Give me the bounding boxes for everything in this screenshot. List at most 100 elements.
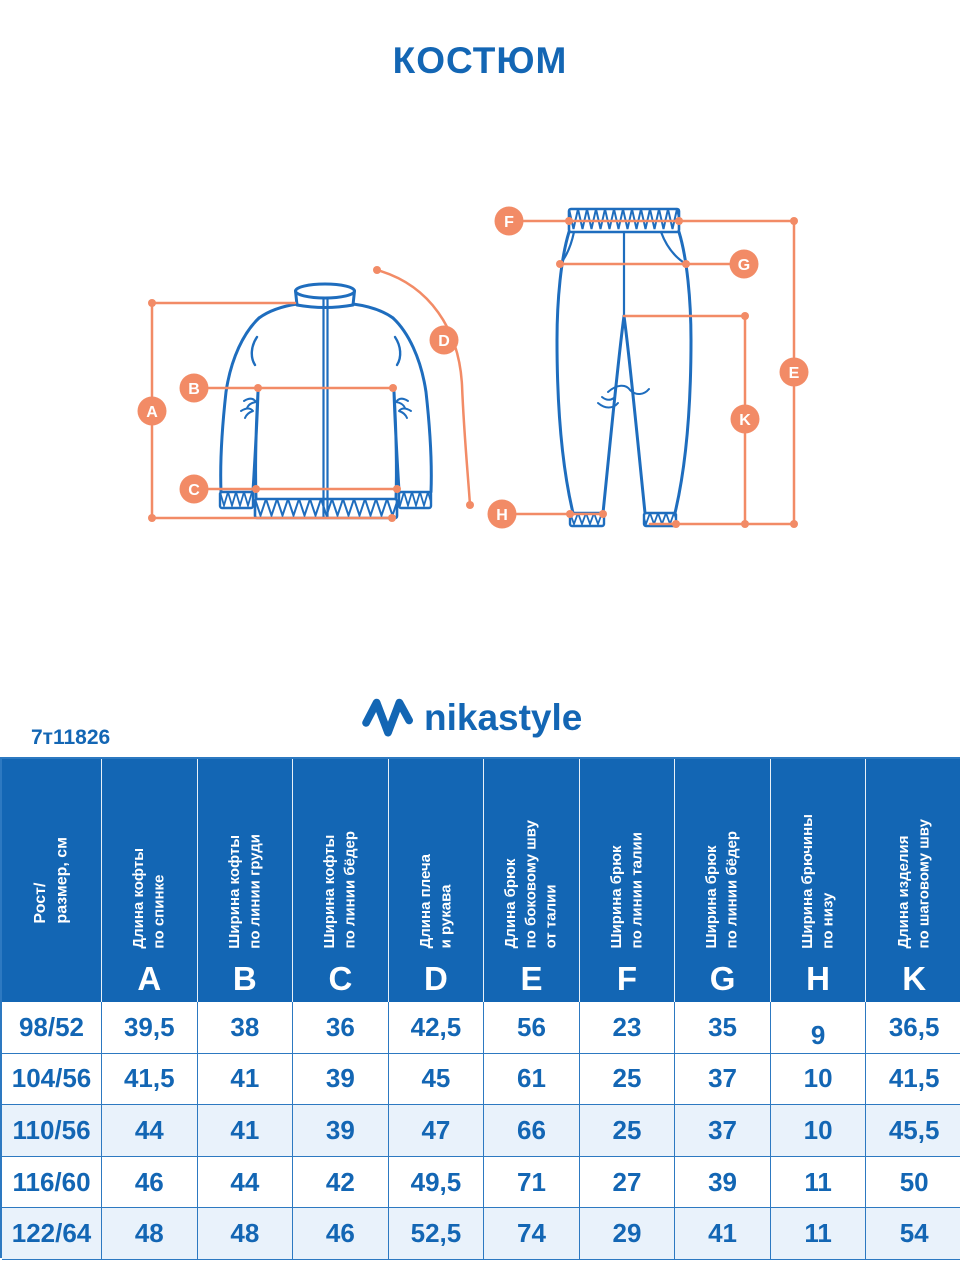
marker-d: D bbox=[429, 325, 459, 355]
cell-value: 37 bbox=[675, 1105, 771, 1157]
cell-value: 41,5 bbox=[102, 1053, 198, 1106]
marker-k: K bbox=[730, 404, 760, 434]
marker-c-label: C bbox=[188, 482, 200, 499]
measurement-dots bbox=[148, 217, 798, 528]
cell-value: 45 bbox=[388, 1053, 485, 1106]
header-col-h: Ширина брючины по низу H bbox=[770, 759, 867, 1002]
col-a-description: Длина кофты по спинке bbox=[130, 848, 168, 949]
cell-value: 42,5 bbox=[388, 1002, 485, 1054]
cell-value: 39 bbox=[293, 1053, 389, 1106]
cell-value: 61 bbox=[484, 1053, 580, 1106]
jacket-cuff-right-icon bbox=[397, 490, 433, 510]
cell-value: 29 bbox=[579, 1208, 676, 1260]
cell-value: 42 bbox=[293, 1156, 389, 1209]
measurement-lines bbox=[150, 219, 796, 526]
cell-value: 49,5 bbox=[388, 1156, 485, 1209]
cell-value: 74 bbox=[484, 1208, 580, 1260]
cell-value: 71 bbox=[484, 1156, 580, 1209]
cell-value: 45,5 bbox=[866, 1105, 960, 1157]
col-e-description: Длина брюк по боковому шву от талии bbox=[502, 820, 560, 949]
row-size: 110/56 bbox=[2, 1105, 102, 1157]
marker-k-label: K bbox=[739, 412, 751, 429]
cell-value: 27 bbox=[579, 1156, 676, 1209]
marker-c: C bbox=[179, 474, 209, 504]
header-size-label: Рост/ размер, см bbox=[31, 837, 71, 924]
header-col-g: Ширина брюк по линии бёдер G bbox=[675, 759, 771, 1002]
jacket-collar-icon bbox=[294, 282, 356, 300]
cell-value: 36,5 bbox=[866, 1002, 960, 1054]
row-size: 98/52 bbox=[2, 1002, 102, 1054]
cell-value: 41 bbox=[675, 1208, 771, 1260]
col-h-description: Ширина брючины по низу bbox=[798, 813, 837, 949]
header-col-b: Ширина кофты по линии груди B bbox=[197, 759, 294, 1002]
col-d-letter: D bbox=[423, 959, 448, 997]
brand-wordmark: nikastyle bbox=[424, 697, 583, 738]
col-b-letter: B bbox=[232, 959, 257, 997]
header-col-k: Длина изделия по шаговому шву K bbox=[866, 759, 960, 1002]
col-c-letter: C bbox=[328, 959, 353, 997]
cell-value: 39 bbox=[293, 1105, 389, 1157]
cell-value: 52,5 bbox=[388, 1208, 485, 1260]
cell-value: 50 bbox=[866, 1156, 960, 1209]
cell-value: 11 bbox=[770, 1156, 867, 1209]
col-b-description: Ширина кофты по линии груди bbox=[225, 833, 263, 949]
page-title: КОСТЮМ bbox=[392, 40, 568, 81]
cell-value: 47 bbox=[388, 1105, 485, 1157]
header-col-d: Длина плеча и рукава D bbox=[388, 759, 485, 1002]
cell-value: 66 bbox=[484, 1105, 580, 1157]
marker-e-label: E bbox=[789, 365, 800, 382]
col-f-description: Ширина брюк по линии талии bbox=[607, 832, 645, 949]
cell-value: 25 bbox=[579, 1105, 676, 1157]
col-h-letter: H bbox=[806, 959, 831, 997]
row-size: 122/64 bbox=[2, 1208, 102, 1260]
cell-value: 23 bbox=[579, 1002, 676, 1054]
cell-value: 41,5 bbox=[866, 1053, 960, 1106]
jacket-hem-icon bbox=[253, 497, 399, 520]
col-a-letter: A bbox=[137, 959, 162, 997]
jacket-zipper-icon bbox=[322, 296, 329, 520]
header-col-f: Ширина брюк по линии талии F bbox=[579, 759, 676, 1002]
marker-g-label: G bbox=[738, 257, 750, 274]
marker-a-label: A bbox=[146, 404, 158, 421]
cell-value: 44 bbox=[102, 1105, 198, 1157]
cell-value: 10 bbox=[770, 1053, 867, 1106]
col-d-description: Длина плеча и рукава bbox=[416, 854, 454, 949]
jacket-drawing bbox=[218, 282, 433, 520]
cell-value: 9 bbox=[770, 1002, 867, 1054]
cell-value: 38 bbox=[197, 1002, 294, 1054]
col-k-letter: K bbox=[902, 959, 927, 997]
cell-value: 54 bbox=[866, 1208, 960, 1260]
cell-value: 39 bbox=[675, 1156, 771, 1209]
marker-b: B bbox=[179, 373, 209, 403]
marker-h-label: H bbox=[496, 507, 508, 524]
article-number: 7т11826 bbox=[31, 726, 111, 749]
marker-h: H bbox=[487, 499, 517, 529]
col-g-letter: G bbox=[709, 959, 736, 997]
cell-value: 35 bbox=[675, 1002, 771, 1054]
cell-value: 10 bbox=[770, 1105, 867, 1157]
marker-g: G bbox=[729, 249, 759, 279]
garment-diagram: A B C D F G E K H bbox=[137, 206, 809, 529]
cell-value: 41 bbox=[197, 1105, 294, 1157]
col-g-description: Ширина брюк по линии бёдер bbox=[703, 831, 741, 949]
cell-value: 44 bbox=[197, 1156, 294, 1209]
cell-value: 11 bbox=[770, 1208, 867, 1260]
cell-value: 39,5 bbox=[102, 1002, 198, 1054]
cell-value: 46 bbox=[102, 1156, 198, 1209]
marker-b-label: B bbox=[188, 381, 200, 398]
col-f-letter: F bbox=[616, 959, 638, 997]
marker-f-label: F bbox=[504, 214, 514, 231]
marker-badges: A B C D F G E K H bbox=[137, 206, 809, 529]
marker-e: E bbox=[779, 357, 809, 387]
size-table: Рост/ размер, см Длина кофты по спинке A… bbox=[0, 757, 960, 1260]
header-col-c: Ширина кофты по линии бёдер C bbox=[293, 759, 389, 1002]
cell-value: 41 bbox=[197, 1053, 294, 1106]
cell-value: 56 bbox=[484, 1002, 580, 1054]
nikastyle-logo-icon bbox=[362, 698, 413, 737]
jacket-cuff-left-icon bbox=[218, 490, 255, 510]
header-size-column: Рост/ размер, см bbox=[2, 759, 102, 1002]
cell-value: 25 bbox=[579, 1053, 676, 1106]
cell-value: 48 bbox=[102, 1208, 198, 1260]
marker-d-label: D bbox=[438, 333, 450, 350]
